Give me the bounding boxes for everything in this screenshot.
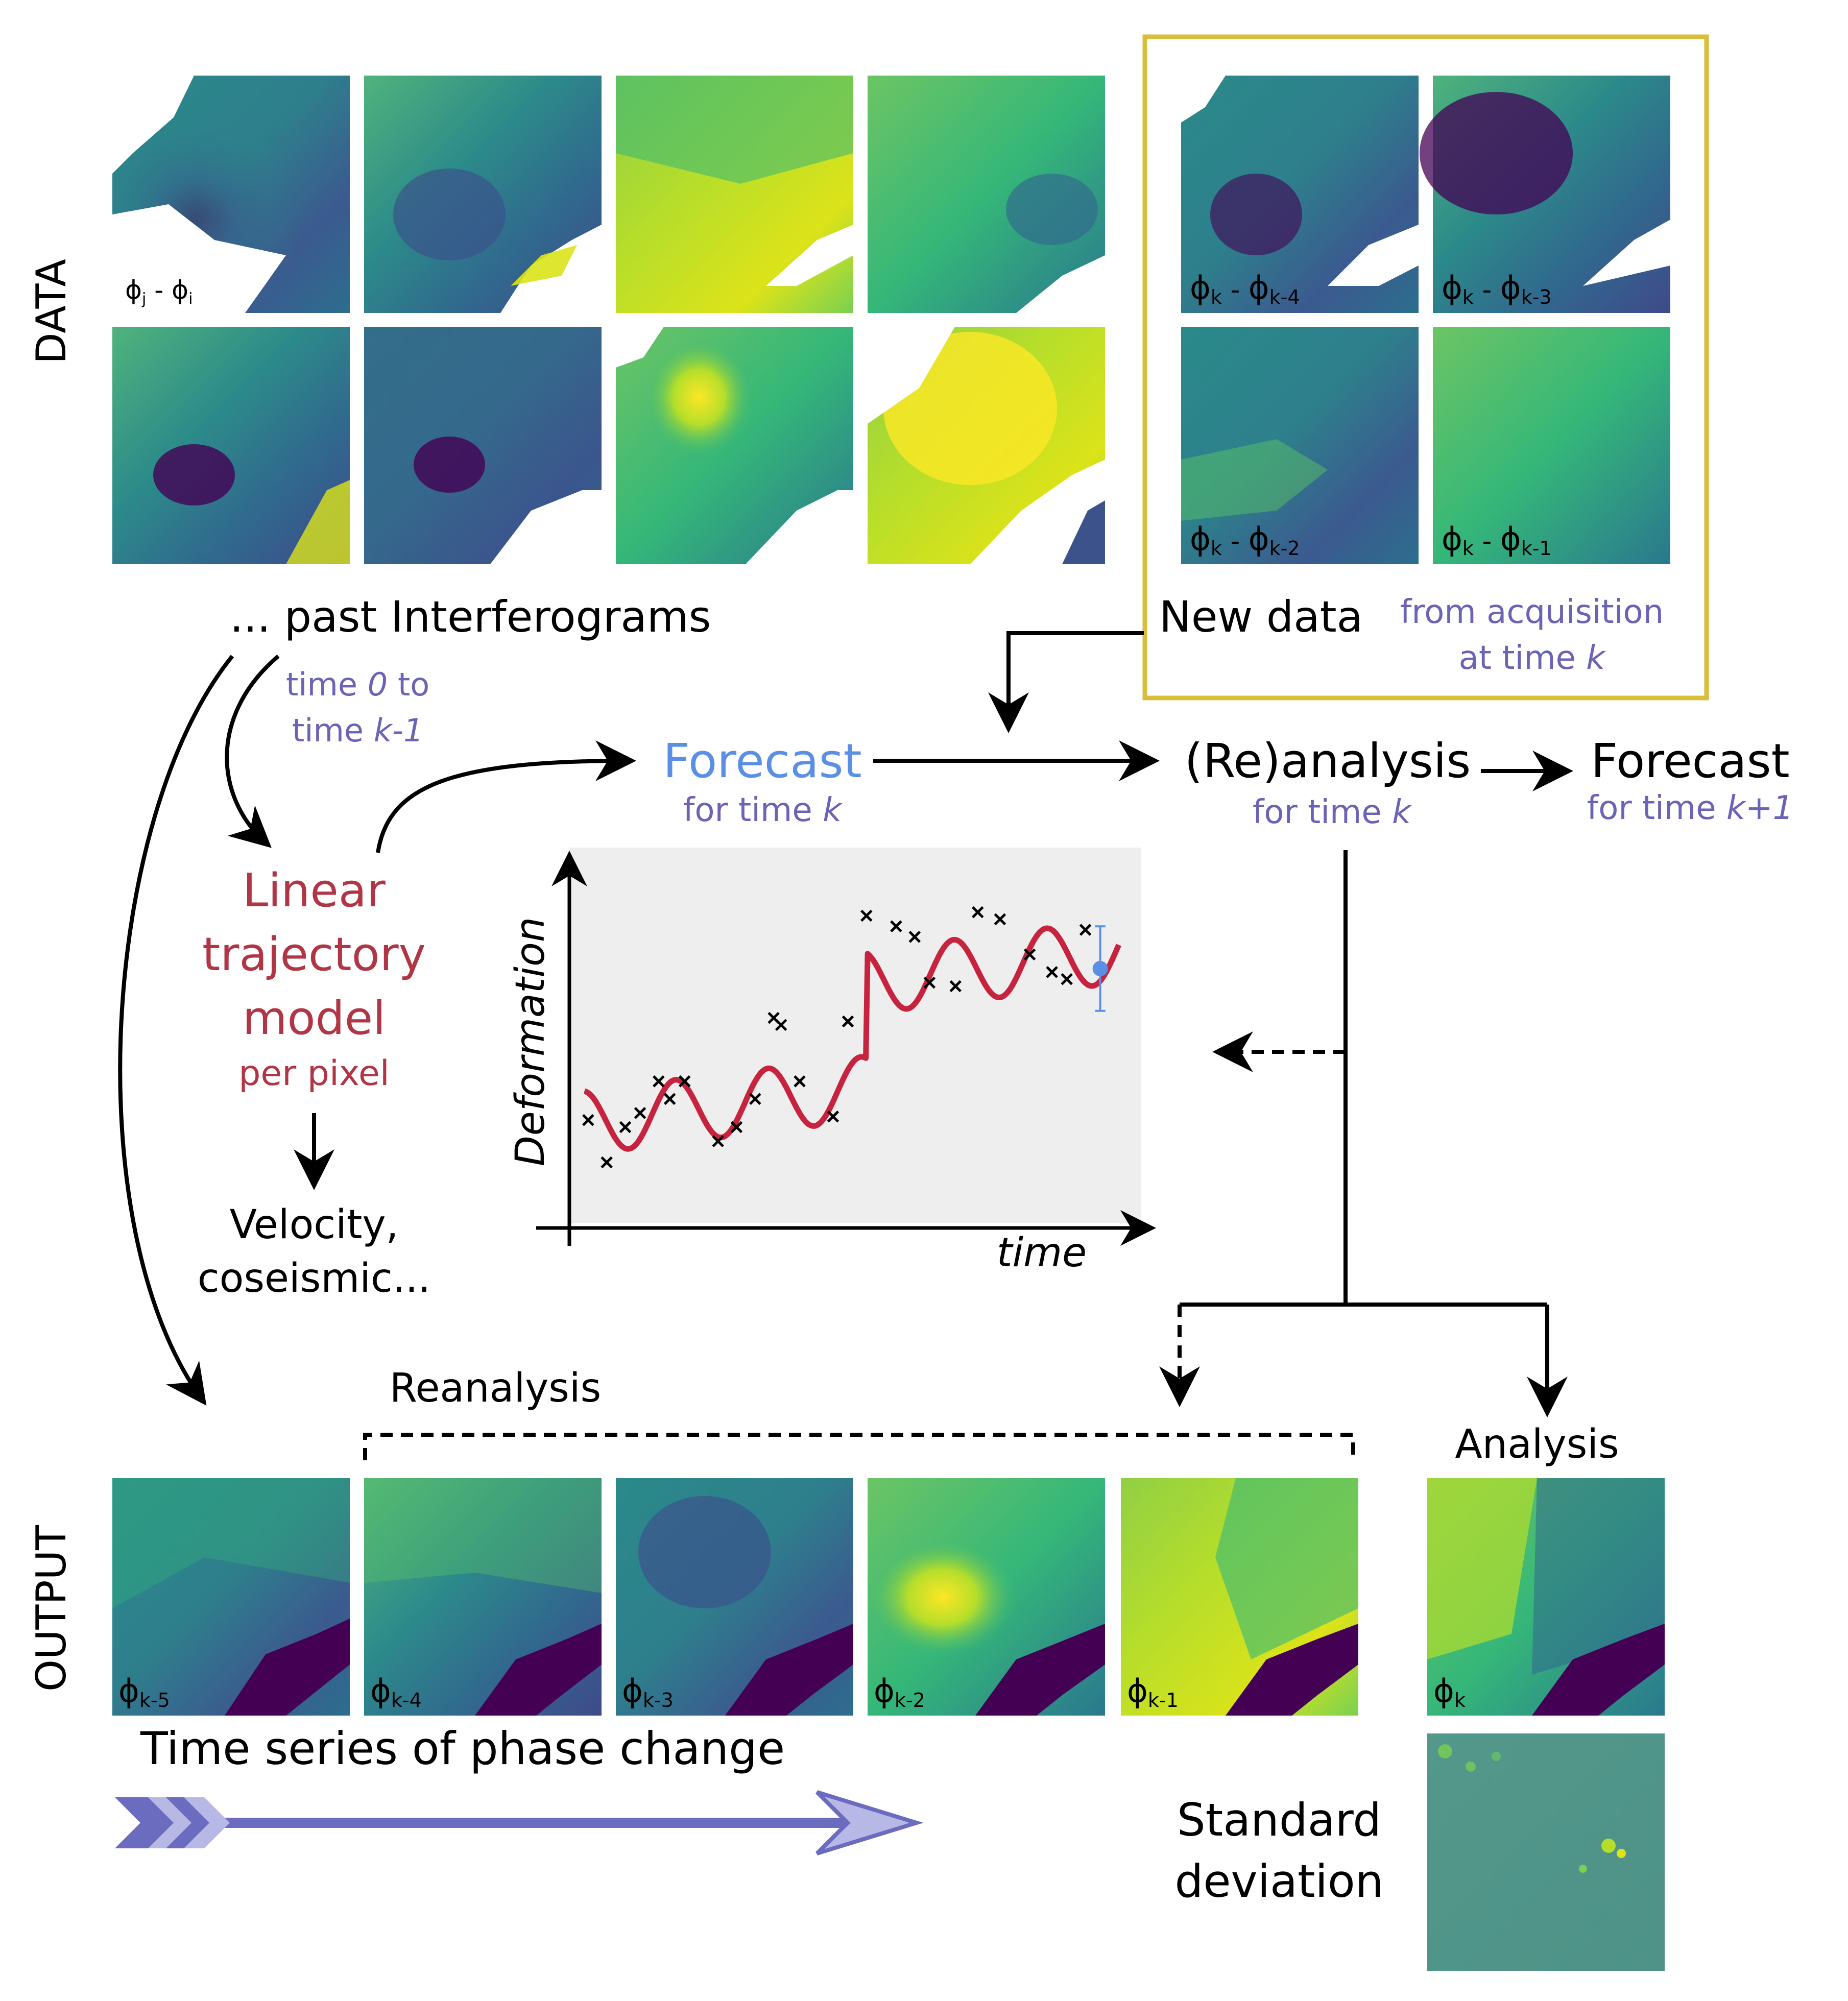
new-tile: ϕk - ϕk-1 bbox=[1433, 327, 1670, 564]
observation-point bbox=[794, 1075, 806, 1088]
y-axis-label: Deformation bbox=[508, 917, 554, 1167]
output-tile: ϕk-5 bbox=[112, 1478, 350, 1716]
model-label-line4: per pixel bbox=[238, 1053, 390, 1094]
acquisition-note-line1: from acquisition bbox=[1400, 593, 1664, 631]
output-tile: ϕk-1 bbox=[1121, 1478, 1358, 1716]
data-section-label: DATA bbox=[28, 259, 75, 364]
analysis-tile: ϕk bbox=[1427, 1478, 1665, 1716]
observation-point bbox=[1046, 966, 1058, 978]
arrow-past-to-output bbox=[118, 655, 234, 1406]
observation-point bbox=[749, 1093, 761, 1105]
tile-label: ϕk bbox=[1433, 1672, 1466, 1711]
ifg-tile bbox=[868, 327, 1105, 564]
observation-point bbox=[860, 909, 873, 922]
observation-point bbox=[1061, 973, 1073, 985]
output-section-label: OUTPUT bbox=[28, 1525, 75, 1692]
output-tiles: ϕk-5 ϕk-4 ϕk-3 ϕk-2 bbox=[112, 1478, 1665, 1971]
ifg-tile bbox=[868, 76, 1105, 313]
observation-point bbox=[678, 1075, 691, 1088]
observation-point bbox=[634, 1107, 646, 1119]
arrow-newdata-to-flow bbox=[988, 631, 1144, 733]
x-axis-label: time bbox=[997, 1230, 1087, 1276]
tile-label: ϕk-1 bbox=[1127, 1672, 1179, 1711]
model-curve bbox=[583, 925, 1121, 1152]
reanalysis-node-label: (Re)analysis bbox=[1185, 734, 1471, 788]
forecast-sublabel: for time k bbox=[683, 791, 843, 829]
observation-point bbox=[775, 1019, 787, 1031]
observation-point bbox=[827, 1111, 839, 1123]
arrow-model-to-forecast bbox=[376, 740, 636, 853]
observation-point bbox=[1079, 924, 1092, 936]
ifg-tile bbox=[112, 327, 350, 564]
observation-point bbox=[730, 1121, 743, 1134]
forecast-label: Forecast bbox=[663, 734, 861, 788]
new-tile: ϕk - ϕk-2 bbox=[1181, 327, 1419, 564]
time-range-line1: time 0 to bbox=[286, 666, 429, 703]
new-data-tiles: ϕk - ϕk-4 ϕk - ϕk-3 ϕk - ϕk-2 ϕk - ϕk-1 bbox=[1181, 76, 1670, 564]
past-interferograms-grid: ϕj - ϕi bbox=[112, 76, 1105, 564]
tile-label: ϕk - ϕk-3 bbox=[1442, 269, 1552, 308]
time-series-arrow bbox=[115, 1790, 924, 1855]
observation-point bbox=[653, 1075, 665, 1088]
time-range-line2: time k-1 bbox=[292, 712, 424, 749]
output-tile: ϕk-4 bbox=[364, 1478, 602, 1716]
std-label-line1: Standard bbox=[1177, 1794, 1381, 1846]
tile-label: ϕk - ϕk-2 bbox=[1190, 520, 1300, 560]
deformation-chart: Deformation time bbox=[508, 848, 1156, 1276]
std-tile bbox=[1427, 1733, 1665, 1971]
tile-label: ϕk - ϕk-1 bbox=[1442, 520, 1552, 560]
tile-label: ϕk-2 bbox=[874, 1672, 925, 1711]
new-tile: ϕk - ϕk-4 bbox=[1181, 76, 1419, 313]
new-tile: ϕk - ϕk-3 bbox=[1420, 76, 1670, 313]
next-forecast-label: Forecast bbox=[1591, 734, 1789, 788]
chart-marks bbox=[582, 906, 1121, 1169]
ifg-tile: ϕj - ϕi bbox=[112, 76, 350, 313]
observation-point bbox=[582, 1114, 594, 1126]
observation-point bbox=[663, 1093, 676, 1105]
observation-point bbox=[1023, 948, 1036, 961]
model-label-line1: Linear bbox=[243, 864, 386, 918]
observation-point bbox=[949, 980, 962, 993]
acquisition-note-line2: at time k bbox=[1459, 639, 1607, 677]
time-series-label: Time series of phase change bbox=[140, 1722, 785, 1775]
model-label-line3: model bbox=[243, 992, 386, 1045]
forecast-point bbox=[1092, 961, 1108, 976]
new-data-label: New data bbox=[1159, 592, 1363, 642]
tile-label: ϕj - ϕi bbox=[125, 275, 193, 308]
velocity-label-line1: Velocity, bbox=[230, 1202, 399, 1248]
observation-point bbox=[619, 1121, 632, 1134]
observation-point bbox=[972, 906, 984, 919]
output-tile: ϕk-3 bbox=[616, 1478, 853, 1716]
observation-point bbox=[712, 1135, 724, 1147]
observation-point bbox=[601, 1156, 613, 1169]
past-interferograms-label: ... past Interferograms bbox=[230, 592, 711, 642]
new-data-box bbox=[1142, 34, 1709, 701]
tile-label: ϕk-3 bbox=[622, 1672, 674, 1711]
analysis-label: Analysis bbox=[1455, 1421, 1619, 1467]
observation-point bbox=[923, 976, 936, 989]
reanalysis-bracket bbox=[363, 1433, 1355, 1460]
ifg-tile bbox=[616, 327, 853, 564]
plot-background bbox=[569, 848, 1141, 1223]
velocity-label-line2: coseismic... bbox=[198, 1256, 430, 1301]
reanalysis-node-sublabel: for time k bbox=[1253, 793, 1412, 831]
std-label-line2: deviation bbox=[1174, 1855, 1383, 1908]
tile-label: ϕk - ϕk-4 bbox=[1190, 269, 1300, 308]
tile-label: ϕk-5 bbox=[118, 1672, 170, 1711]
ifg-tile bbox=[364, 327, 602, 564]
tile-label: ϕk-4 bbox=[370, 1672, 422, 1711]
ifg-tile bbox=[616, 76, 853, 313]
arrow-past-to-model bbox=[225, 654, 280, 848]
output-tile: ϕk-2 bbox=[868, 1478, 1105, 1716]
next-forecast-sublabel: for time k+1 bbox=[1587, 789, 1794, 827]
model-label-line2: trajectory bbox=[202, 928, 426, 981]
observation-point bbox=[890, 920, 902, 932]
observation-point bbox=[994, 913, 1006, 926]
reanalysis-label: Reanalysis bbox=[390, 1365, 602, 1411]
ifg-tile bbox=[364, 76, 602, 313]
observation-point bbox=[908, 931, 921, 943]
observation-point bbox=[842, 1015, 854, 1028]
